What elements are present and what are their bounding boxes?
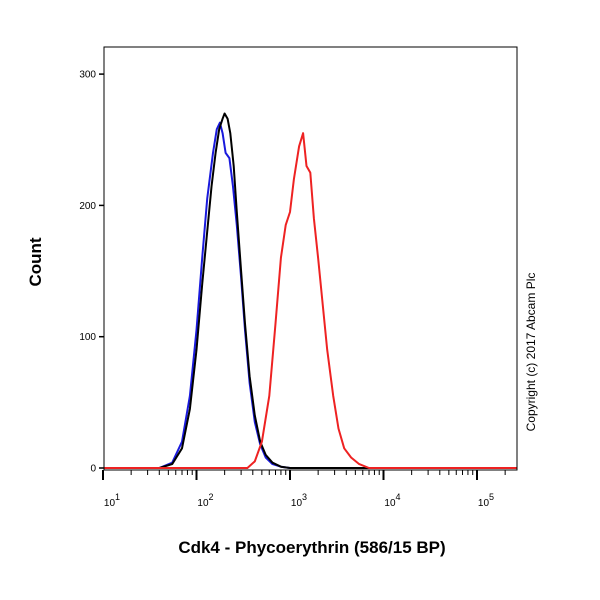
plot-frame [103, 46, 518, 471]
x-tick-exponent: 5 [489, 492, 494, 502]
y-tick-label: 300 [79, 70, 96, 81]
y-axis: 0 100 200 300 [79, 70, 104, 475]
y-axis-label: Count [26, 237, 45, 286]
x-tick-exponent: 4 [396, 492, 401, 502]
x-tick-exponent: 3 [302, 492, 307, 502]
x-tick-base: 10 [104, 498, 116, 509]
x-tick-label: 102 [197, 492, 213, 509]
x-tick-exponent: 2 [209, 492, 214, 502]
x-tick-base: 10 [197, 498, 209, 509]
x-tick-label: 103 [291, 492, 307, 509]
x-tick-label: 104 [384, 492, 400, 509]
x-axis-label: Cdk4 - Phycoerythrin (586/15 BP) [178, 538, 445, 557]
x-tick-base: 10 [478, 498, 490, 509]
series-line-1 [104, 112, 517, 469]
y-tick-label: 200 [79, 201, 96, 212]
series-layer [104, 112, 517, 469]
series-line-0 [104, 121, 517, 469]
x-tick-label: 101 [104, 492, 120, 509]
x-tick-exponent: 1 [115, 492, 120, 502]
copyright-annotation: Copyright (c) 2017 Abcam Plc [524, 273, 538, 432]
x-tick-base: 10 [291, 498, 303, 509]
x-tick-label: 105 [478, 492, 494, 509]
x-tick-base: 10 [384, 498, 396, 509]
series-line-2 [104, 132, 517, 469]
y-tick-label: 0 [90, 464, 96, 475]
y-tick-label: 100 [79, 332, 96, 343]
